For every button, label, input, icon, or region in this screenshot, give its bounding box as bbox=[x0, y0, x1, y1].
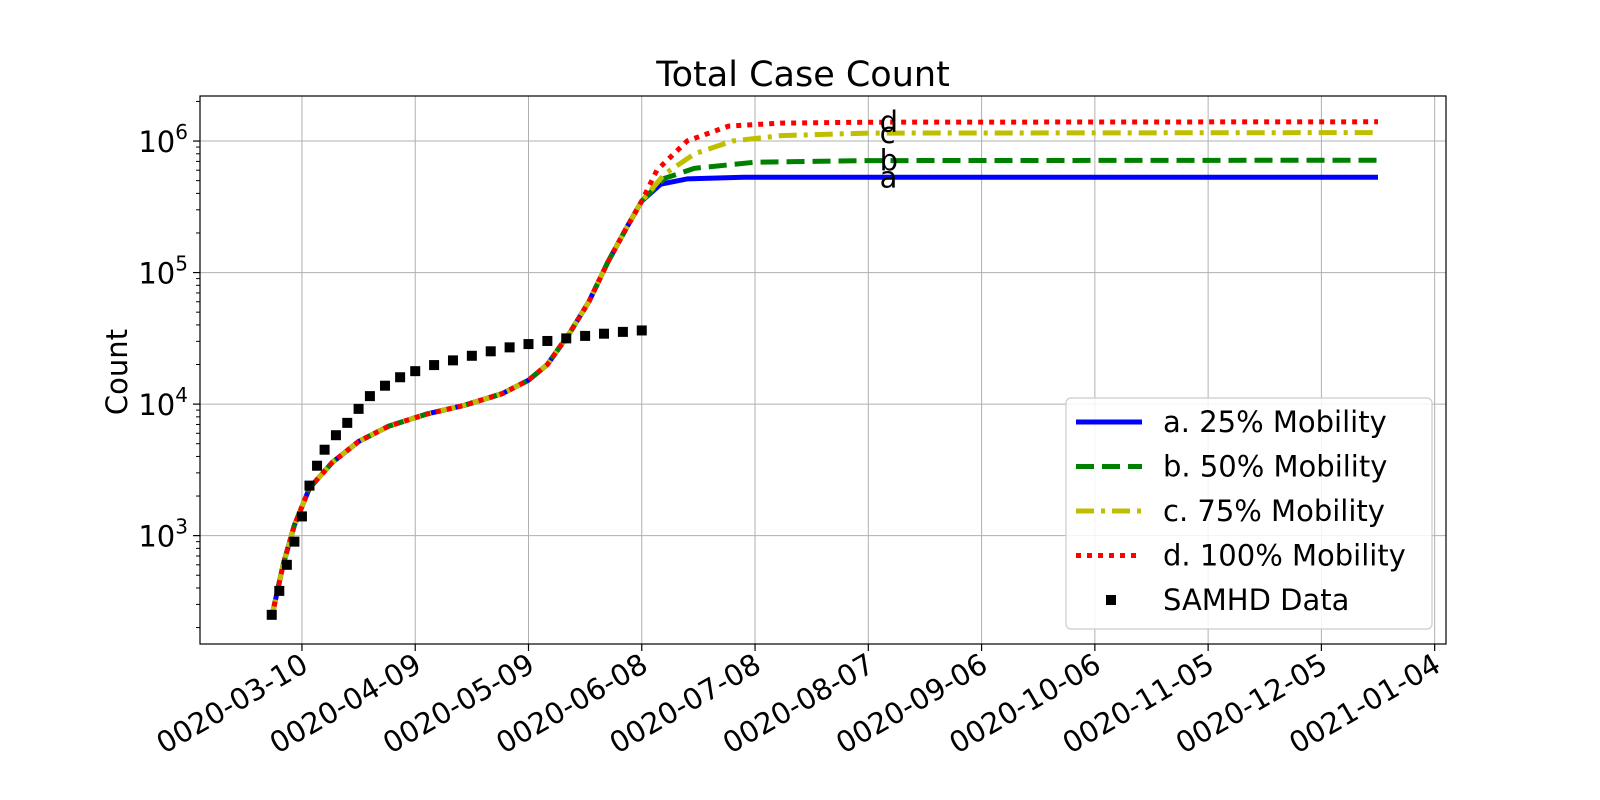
y-tick-label: 103 bbox=[138, 515, 188, 554]
samhd-data-point bbox=[364, 391, 375, 402]
samhd-data-point bbox=[312, 460, 323, 471]
series-line-d bbox=[269, 119, 1379, 618]
series-layer bbox=[266, 119, 1379, 620]
plot-frame bbox=[199, 95, 1447, 645]
y-tick-base: 10 bbox=[138, 257, 175, 291]
samhd-data-point bbox=[599, 328, 610, 339]
samhd-data-point bbox=[447, 355, 458, 366]
samhd-data-point bbox=[466, 350, 477, 361]
legend-label: b. 50% Mobility bbox=[1163, 450, 1387, 484]
legend-box bbox=[1065, 397, 1433, 630]
curve-annotation-b: b bbox=[880, 144, 898, 178]
curve-annotation-c: c bbox=[880, 116, 896, 150]
samhd-data-point bbox=[485, 346, 496, 357]
curve-annotation-d: d bbox=[880, 105, 898, 139]
y-tick-exp: 4 bbox=[175, 383, 188, 407]
x-axis-ticks: 0020-03-100020-04-090020-05-090020-06-08… bbox=[150, 644, 1446, 760]
samhd-data-point bbox=[636, 325, 647, 336]
samhd-data-point bbox=[395, 372, 406, 383]
samhd-data-point bbox=[504, 342, 515, 353]
curve-annotation-a: a bbox=[880, 160, 898, 194]
legend-label: SAMHD Data bbox=[1163, 583, 1349, 617]
y-tick-label: 105 bbox=[138, 252, 188, 291]
chart-title: Total Case Count bbox=[655, 55, 950, 95]
legend-marker bbox=[1106, 595, 1116, 605]
samhd-data-point bbox=[380, 380, 391, 391]
samhd-data-point bbox=[274, 585, 285, 596]
samhd-data-point bbox=[617, 326, 628, 337]
y-tick-label: 106 bbox=[138, 120, 188, 159]
samhd-data-point bbox=[296, 511, 307, 522]
samhd-data-point bbox=[281, 559, 292, 570]
samhd-data-point bbox=[319, 444, 330, 455]
samhd-data-point bbox=[353, 403, 364, 414]
samhd-data-point bbox=[580, 330, 591, 341]
y-axis-title: Count bbox=[100, 329, 134, 415]
samhd-data-point bbox=[561, 333, 572, 344]
y-tick-label: 104 bbox=[138, 383, 188, 422]
legend: a. 25% Mobility b. 50% Mobility c. 75% Mob… bbox=[1065, 397, 1433, 630]
samhd-data-point bbox=[410, 366, 421, 377]
samhd-data-point bbox=[542, 335, 553, 346]
y-tick-base: 10 bbox=[138, 388, 175, 422]
y-tick-exp: 5 bbox=[175, 252, 188, 276]
samhd-data-point bbox=[304, 480, 315, 491]
samhd-data-point bbox=[523, 339, 534, 350]
legend-label: a. 25% Mobility bbox=[1163, 405, 1387, 439]
y-tick-base: 10 bbox=[138, 520, 175, 554]
samhd-data-point bbox=[289, 536, 300, 547]
y-tick-exp: 3 bbox=[175, 515, 188, 539]
legend-label: d. 100% Mobility bbox=[1163, 539, 1406, 573]
legend-label: c. 75% Mobility bbox=[1163, 494, 1385, 528]
samhd-data-point bbox=[330, 430, 341, 441]
samhd-data-point bbox=[342, 417, 353, 428]
y-tick-base: 10 bbox=[138, 125, 175, 159]
samhd-data-point bbox=[429, 360, 440, 371]
samhd-data-point bbox=[266, 609, 277, 620]
y-tick-exp: 6 bbox=[175, 120, 188, 144]
